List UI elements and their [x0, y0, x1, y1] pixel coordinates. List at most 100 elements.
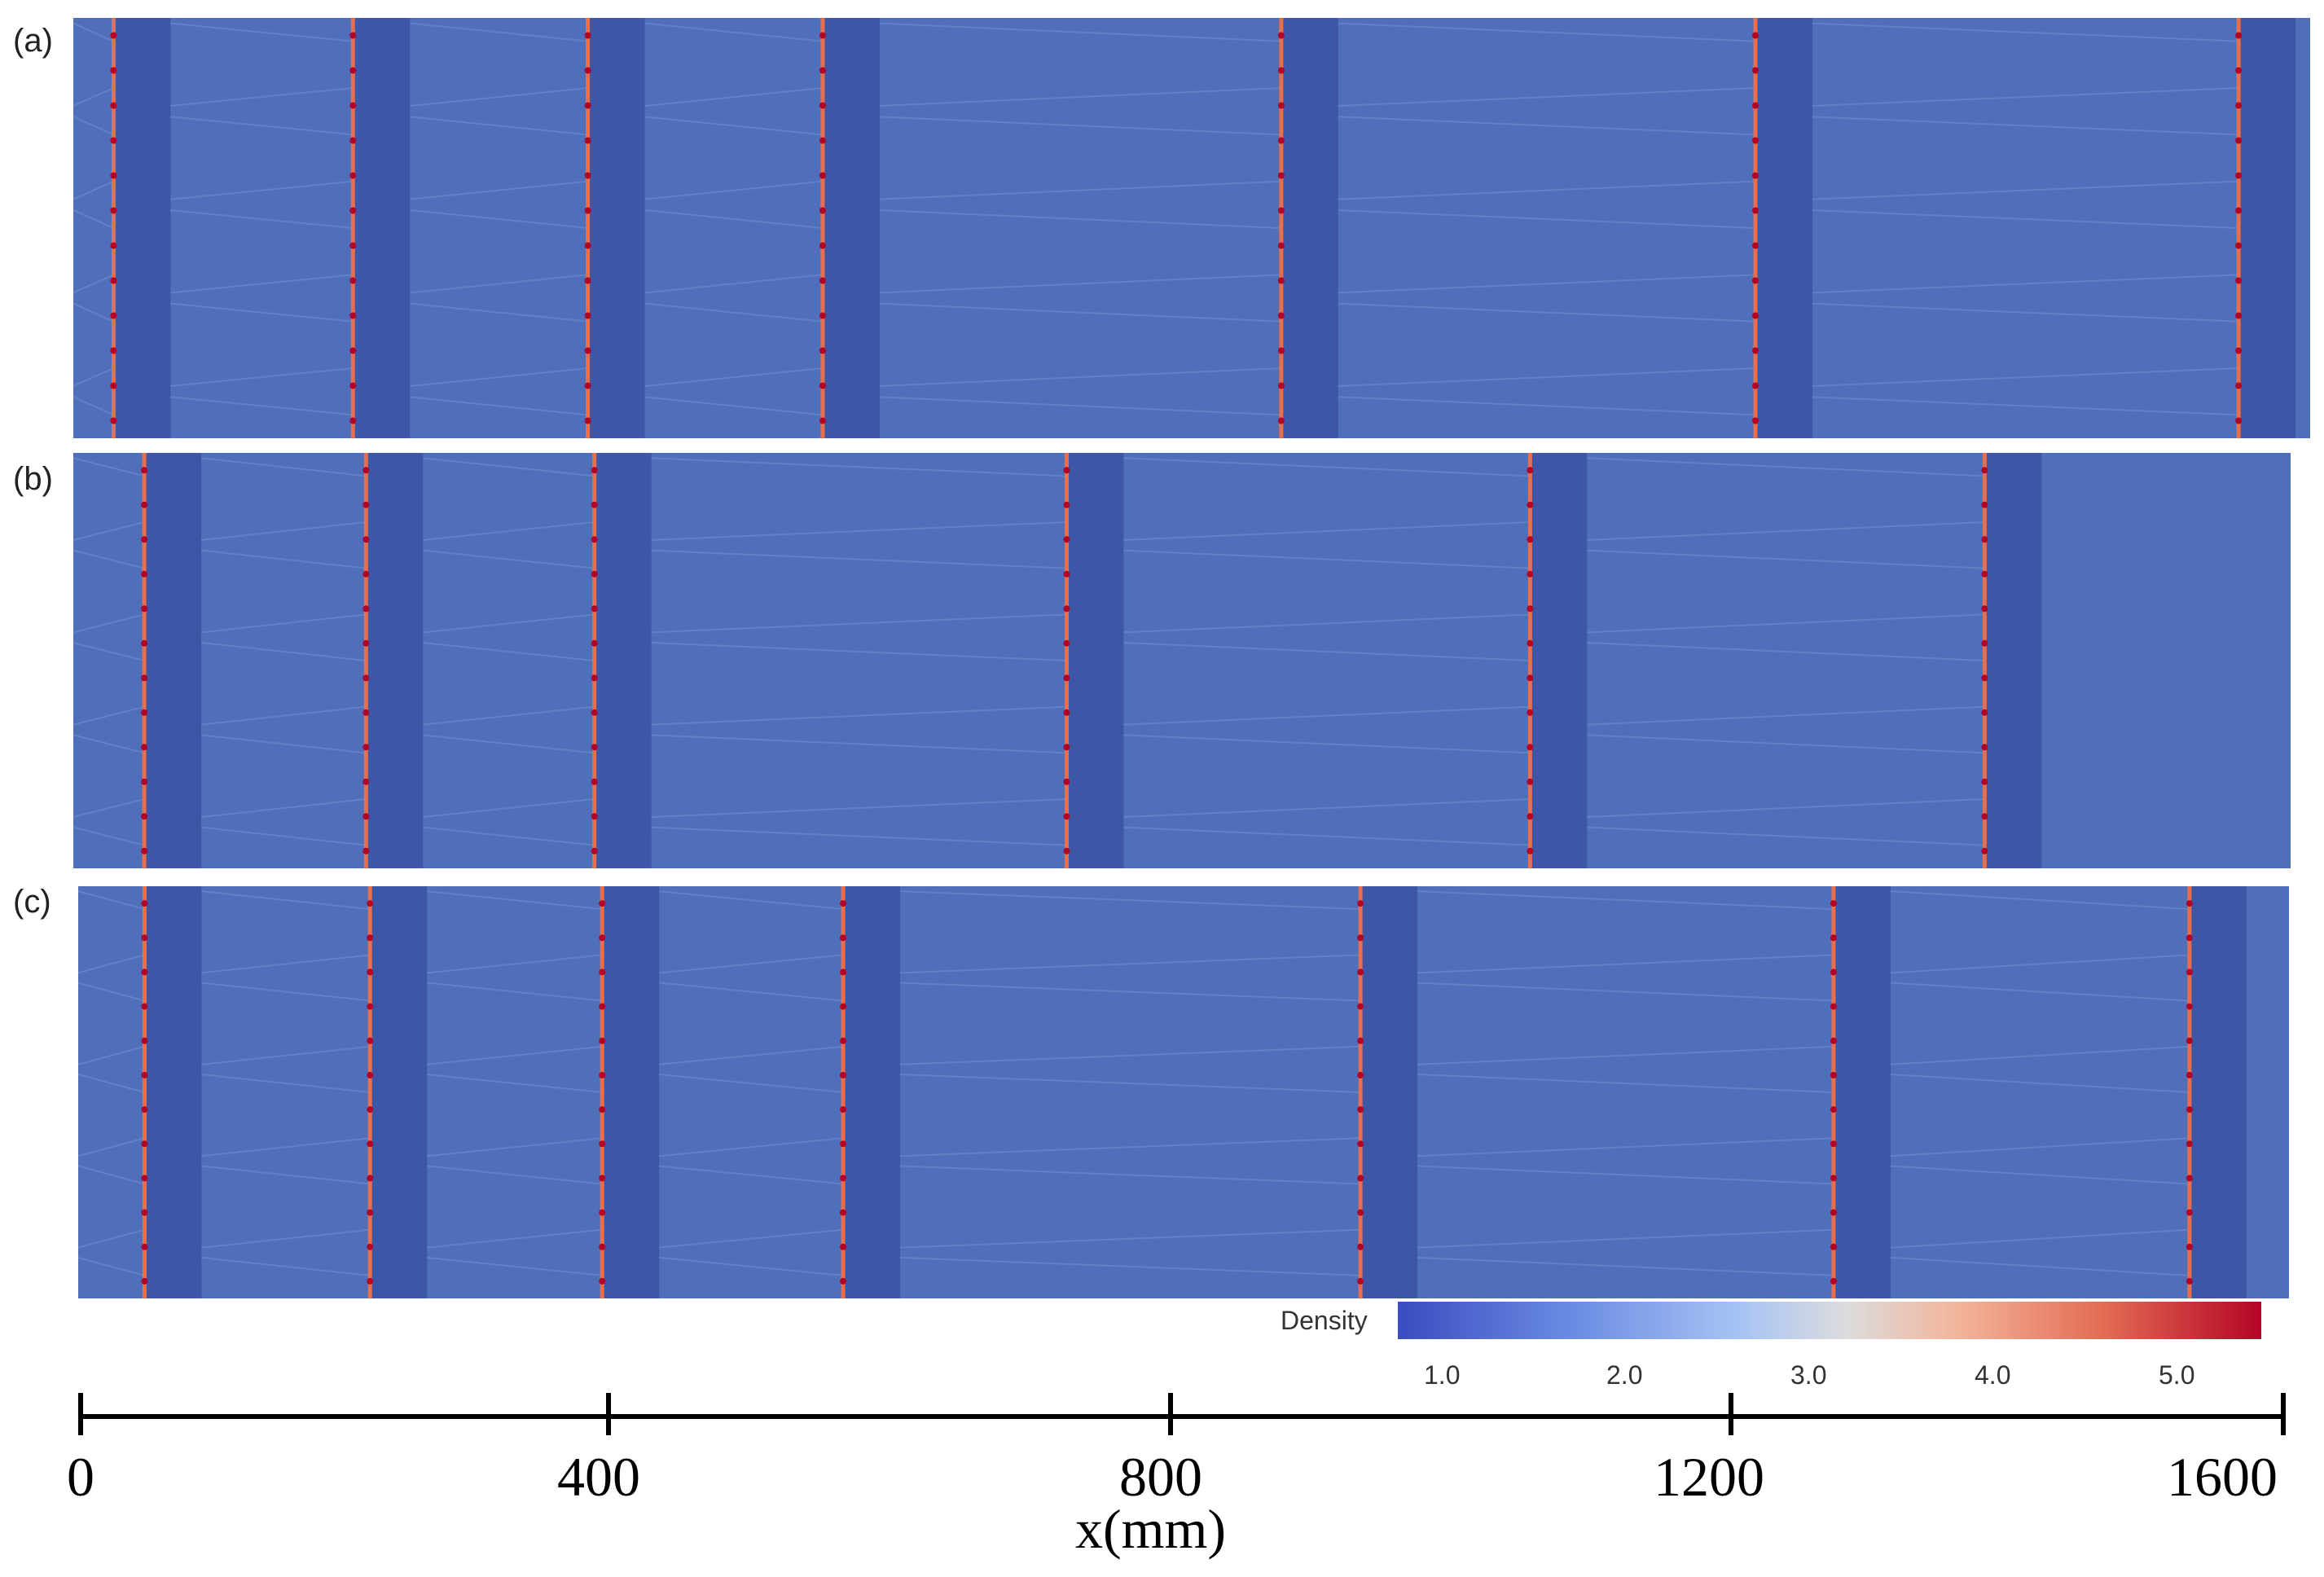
cell-track-line [73, 274, 114, 294]
cell-track-line [73, 798, 145, 818]
cell-track-line [78, 982, 145, 1002]
triple-point [819, 242, 826, 249]
triple-point [599, 1003, 606, 1010]
triple-point [1063, 467, 1070, 474]
triple-point [349, 277, 357, 284]
triple-point [1277, 67, 1285, 74]
triple-point [1277, 32, 1285, 39]
triple-point [349, 312, 357, 319]
density-colorbar [1398, 1302, 2261, 1339]
cell-track-line [1338, 22, 1756, 42]
triple-point [599, 1277, 606, 1285]
cell-track-line [170, 209, 354, 229]
triple-point [2235, 312, 2243, 319]
unshocked-band [587, 18, 645, 438]
cell-track-line [659, 1165, 844, 1185]
colorbar-tick: 3.0 [1790, 1360, 1827, 1390]
triple-point [141, 1106, 148, 1114]
density-panel-b [73, 453, 2291, 868]
unshocked-band [1530, 453, 1588, 868]
cell-track-line [427, 1045, 603, 1065]
triple-point [362, 813, 370, 820]
triple-point [362, 639, 370, 647]
cell-track-line [73, 87, 114, 107]
triple-point [2235, 242, 2243, 249]
triple-point [141, 900, 148, 907]
triple-point [2235, 137, 2243, 144]
triple-point [1981, 813, 1988, 820]
cell-track-line [659, 890, 844, 911]
triple-point [1830, 1209, 1837, 1216]
triple-point [110, 312, 117, 319]
cell-track-line [644, 302, 824, 323]
cell-track-line [423, 457, 595, 477]
triple-point [840, 1243, 847, 1250]
cell-track-line [1417, 1228, 1834, 1249]
axis-tick-label: 1600 [2167, 1446, 2278, 1508]
triple-point [362, 605, 370, 613]
unshocked-band [843, 886, 901, 1298]
triple-point [1063, 605, 1070, 613]
triple-point [2186, 1140, 2193, 1148]
triple-point [141, 778, 148, 785]
cell-track-line [1812, 274, 2239, 294]
unshocked-band [113, 18, 171, 438]
triple-point [599, 1106, 606, 1114]
triple-point [2186, 969, 2193, 976]
triple-point [584, 277, 591, 284]
cell-track-line [1587, 549, 1985, 569]
triple-point [819, 172, 826, 179]
triple-point [1357, 1140, 1364, 1148]
triple-point [1527, 709, 1534, 716]
cell-track-line [201, 890, 371, 911]
triple-point [1751, 102, 1759, 109]
triple-point [349, 242, 357, 249]
cell-track-line [651, 705, 1067, 726]
triple-point [584, 32, 591, 39]
cell-track-line [900, 1137, 1361, 1157]
triple-point [1751, 277, 1759, 284]
cell-track-line [900, 1228, 1361, 1249]
cell-track-line [1890, 1045, 2190, 1065]
triple-point [2186, 1243, 2193, 1250]
triple-point [1981, 467, 1988, 474]
triple-point [349, 32, 357, 39]
cell-track-line [78, 1256, 145, 1276]
cell-track-line [644, 87, 824, 107]
triple-point [110, 102, 117, 109]
cell-track-line [1123, 734, 1531, 754]
cell-track-line [1812, 87, 2239, 107]
cell-track-line [1417, 1074, 1834, 1093]
cell-track-line [659, 1045, 844, 1065]
cell-track-line [1812, 209, 2239, 229]
cell-track-line [410, 22, 588, 42]
unshocked-band [1066, 453, 1124, 868]
triple-point [141, 1140, 148, 1148]
density-field [73, 18, 2310, 438]
triple-point [141, 847, 148, 854]
triple-point [1751, 137, 1759, 144]
triple-point [367, 934, 374, 942]
unshocked-band [1984, 453, 2042, 868]
cell-track-line [73, 302, 114, 323]
triple-point [840, 1140, 847, 1148]
cell-track-line [423, 521, 595, 541]
triple-point [1981, 709, 1988, 716]
triple-point [141, 1071, 148, 1078]
cell-track-line [1587, 798, 1985, 818]
triple-point [1063, 674, 1070, 682]
cell-track-line [73, 457, 145, 477]
cell-track-line [1123, 521, 1531, 541]
triple-point [1277, 347, 1285, 354]
triple-point [819, 32, 826, 39]
cell-track-line [1338, 274, 1756, 294]
cell-track-line [644, 274, 824, 294]
axis-line [78, 1414, 2286, 1419]
triple-point [1830, 1175, 1837, 1182]
triple-point [141, 570, 148, 578]
cell-track-line [659, 982, 844, 1002]
cell-track-line [1587, 457, 1985, 477]
triple-point [362, 501, 370, 508]
cell-track-line [1587, 826, 1985, 846]
triple-point [141, 501, 148, 508]
